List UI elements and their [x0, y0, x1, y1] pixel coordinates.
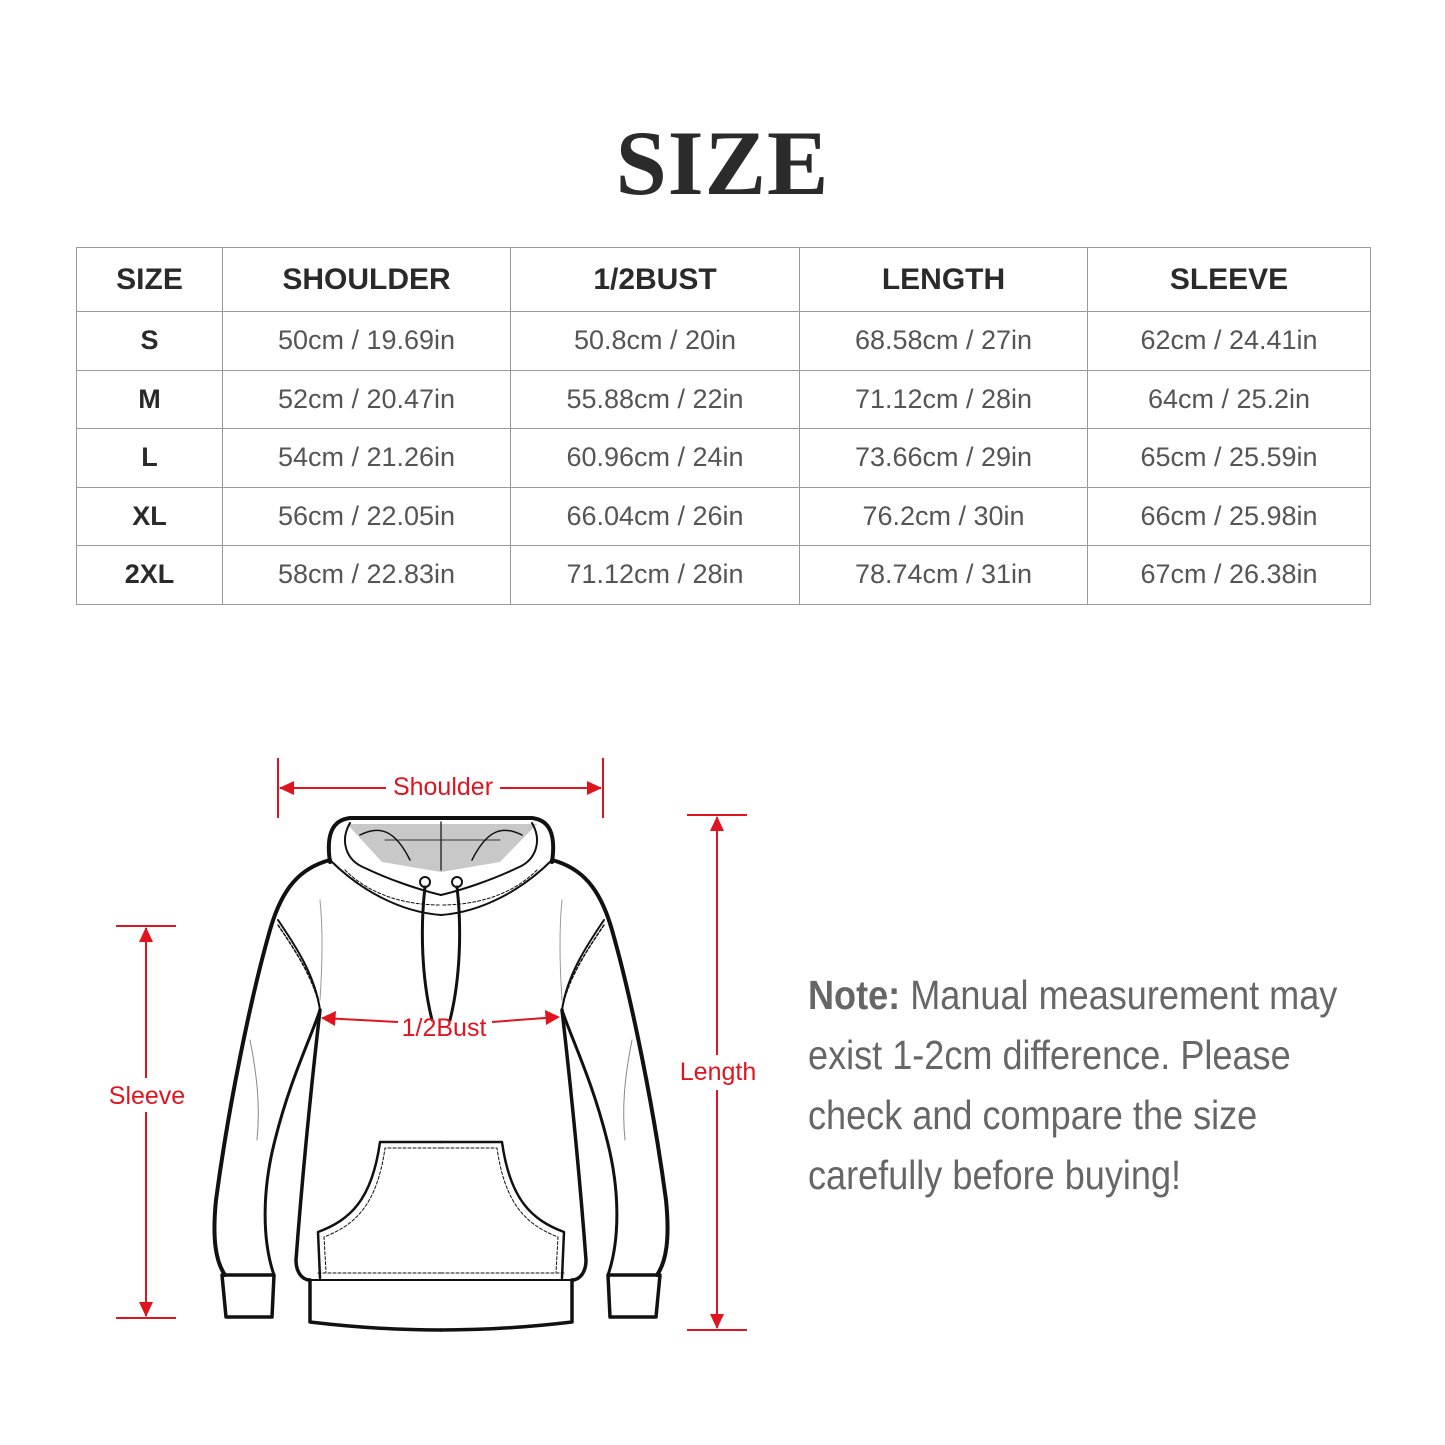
cell-size: M	[76, 369, 223, 429]
arrow-left-icon	[321, 1011, 336, 1026]
shoulder-measure: Shoulder	[277, 758, 604, 818]
cell-sleeve: 64cm / 25.2in	[1087, 369, 1371, 429]
table-row: S 50cm / 19.69in 50.8cm / 20in 68.58cm / 27…	[76, 311, 1371, 371]
length-label: Length	[680, 1058, 756, 1086]
size-table: SIZE SHOULDER 1/2BUST LENGTH SLEEVE S 50c…	[76, 247, 1371, 605]
cell-sleeve: 65cm / 25.59in	[1087, 428, 1371, 488]
arrow-up-icon	[710, 816, 724, 831]
table-row: L 54cm / 21.26in 60.96cm / 24in 73.66cm / 2…	[76, 428, 1371, 488]
arrow-up-icon	[139, 927, 153, 942]
bust-label: 1/2Bust	[402, 1014, 487, 1042]
table-header-row: SIZE SHOULDER 1/2BUST LENGTH SLEEVE	[76, 247, 1371, 312]
shoulder-label: Shoulder	[393, 773, 493, 801]
cell-size: 2XL	[76, 545, 223, 605]
bust-measure: 1/2Bust	[321, 1010, 560, 1042]
arrow-down-icon	[139, 1302, 153, 1317]
note-prefix: Note:	[808, 972, 901, 1018]
arrow-left-icon	[279, 781, 294, 795]
cell-bust: 50.8cm / 20in	[510, 311, 800, 371]
header-shoulder: SHOULDER	[222, 247, 511, 312]
measurement-note: Note: Manual measurement may exist 1-2cm…	[808, 965, 1354, 1205]
cell-length: 78.74cm / 31in	[799, 545, 1088, 605]
sleeve-label: Sleeve	[109, 1082, 185, 1110]
cell-bust: 66.04cm / 26in	[510, 486, 800, 546]
cell-size: XL	[76, 486, 223, 546]
table-row: 2XL 58cm / 22.83in 71.12cm / 28in 78.74cm /…	[76, 545, 1371, 605]
cell-shoulder: 56cm / 22.05in	[222, 486, 511, 546]
cell-size: L	[76, 428, 223, 488]
cell-shoulder: 52cm / 20.47in	[222, 369, 511, 429]
measurement-annotations: Shoulder 1/2Bust Length S	[109, 758, 756, 1331]
page-title: SIZE	[615, 112, 830, 214]
header-length: LENGTH	[799, 247, 1088, 312]
cell-size: S	[76, 311, 223, 371]
arrow-down-icon	[710, 1314, 724, 1329]
cell-bust: 55.88cm / 22in	[510, 369, 800, 429]
cell-sleeve: 67cm / 26.38in	[1087, 545, 1371, 605]
header-size: SIZE	[76, 247, 223, 312]
header-sleeve: SLEEVE	[1087, 247, 1371, 312]
cell-sleeve: 62cm / 24.41in	[1087, 311, 1371, 371]
cell-shoulder: 58cm / 22.83in	[222, 545, 511, 605]
hoodie-illustration	[212, 816, 670, 1332]
cell-sleeve: 66cm / 25.98in	[1087, 486, 1371, 546]
note-text: Manual measurement may exist 1-2cm diffe…	[808, 972, 1338, 1198]
cell-length: 76.2cm / 30in	[799, 486, 1088, 546]
cell-shoulder: 54cm / 21.26in	[222, 428, 511, 488]
cell-length: 71.12cm / 28in	[799, 369, 1088, 429]
cell-bust: 60.96cm / 24in	[510, 428, 800, 488]
table-row: XL 56cm / 22.05in 66.04cm / 26in 76.2cm / 3…	[76, 486, 1371, 546]
sleeve-measure: Sleeve	[109, 925, 185, 1319]
arrow-right-icon	[545, 1010, 560, 1025]
header-bust: 1/2BUST	[510, 247, 800, 312]
cell-shoulder: 50cm / 19.69in	[222, 311, 511, 371]
table-row: M 52cm / 20.47in 55.88cm / 22in 71.12cm / 2…	[76, 369, 1371, 429]
arrow-right-icon	[587, 781, 602, 795]
length-measure: Length	[680, 814, 756, 1331]
